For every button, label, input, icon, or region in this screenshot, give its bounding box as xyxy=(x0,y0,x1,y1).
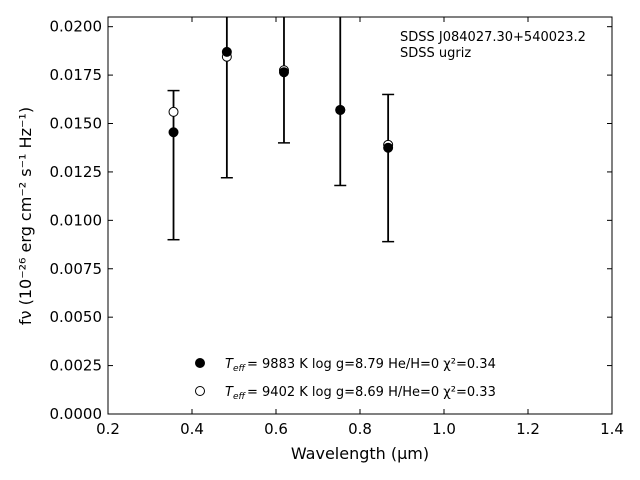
legend-marker-filled xyxy=(195,358,205,368)
y-tick-label: 0.0100 xyxy=(50,211,103,229)
x-tick-label: 0.6 xyxy=(264,420,288,438)
y-tick-label: 0.0175 xyxy=(50,66,103,84)
legend-teff-label-1: Teff xyxy=(225,385,246,402)
y-tick-label: 0.0125 xyxy=(50,163,103,181)
point-filled xyxy=(278,67,289,78)
y-tick-label: 0.0025 xyxy=(50,357,103,375)
y-tick-label: 0.0200 xyxy=(50,18,103,36)
point-filled xyxy=(221,46,232,57)
chart-marks xyxy=(167,17,395,243)
legend-entry-0: = 9883 K log g=8.79 He/H=0 χ²=0.34 xyxy=(247,357,496,372)
x-tick-label: 0.2 xyxy=(96,420,120,438)
point-filled xyxy=(168,127,179,138)
plot-frame xyxy=(107,16,613,415)
x-tick-label: 0.4 xyxy=(180,420,204,438)
y-tick-label: 0.0050 xyxy=(50,308,103,326)
y-tick-label: 0.0150 xyxy=(50,115,103,133)
x-tick-label: 0.8 xyxy=(348,420,372,438)
annotation-photometry: SDSS ugriz xyxy=(400,46,471,61)
y-tick-label: 0.0075 xyxy=(50,260,103,278)
x-tick-label: 1.2 xyxy=(516,420,540,438)
legend-marker-open xyxy=(195,386,205,396)
point-filled xyxy=(383,142,394,153)
axes: 0.2 0.4 0.6 0.8 1.0 1.2 1.4 0.0000 0.0025 0.0050 0… xyxy=(50,17,624,438)
x-axis-label: Wavelength (μm) xyxy=(291,444,429,463)
annotation-object-name: SDSS J084027.30+540023.2 xyxy=(400,30,586,45)
legend-entry-1: = 9402 K log g=8.69 H/He=0 χ²=0.33 xyxy=(247,385,496,400)
point-open xyxy=(168,106,179,117)
x-tick-label: 1.0 xyxy=(432,420,456,438)
x-tick-label: 1.4 xyxy=(600,420,624,438)
y-axis-label: fν (10⁻²⁶ erg cm⁻² s⁻¹ Hz⁻¹) xyxy=(16,107,35,325)
legend: Teff = 9883 K log g=8.79 He/H=0 χ²=0.34 … xyxy=(195,357,496,402)
legend-teff-label-0: Teff xyxy=(225,357,246,374)
point-filled xyxy=(335,104,346,115)
y-tick-label: 0.0000 xyxy=(50,405,103,423)
plot-area xyxy=(107,16,613,415)
